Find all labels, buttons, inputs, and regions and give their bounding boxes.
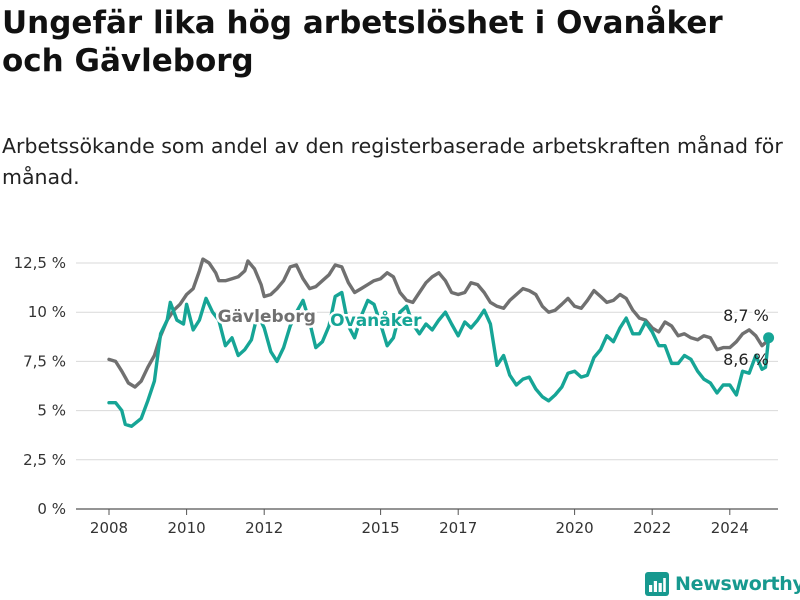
- y-tick-label: 12,5 %: [14, 254, 66, 272]
- y-tick-label: 10 %: [28, 303, 66, 321]
- x-tick-label: 2008: [90, 519, 128, 537]
- x-tick-label: 2017: [439, 519, 477, 537]
- brand-name: Newsworthy: [675, 573, 800, 595]
- y-tick-label: 2,5 %: [23, 451, 66, 469]
- ovanaker-end-marker: [763, 332, 775, 344]
- series-label: Gävleborg: [218, 307, 316, 327]
- bar-chart-logo-icon: [645, 572, 669, 596]
- x-tick-label: 2022: [633, 519, 671, 537]
- x-tick-label: 2024: [711, 519, 749, 537]
- series-line-gavleborg: [107, 257, 771, 389]
- x-tick-label: 2020: [556, 519, 594, 537]
- x-axis: 2008 2010 2012 2015 2017 2020 2022 2024: [90, 509, 749, 537]
- series-label: Ovanåker: [330, 309, 422, 331]
- y-tick-label: 5 %: [37, 402, 66, 420]
- ovanaker-end-value: 8,7 %: [723, 306, 769, 325]
- series-labels: Gävleborg Ovanåker 8,7 % 8,6 %: [215, 304, 775, 369]
- x-tick-label: 2015: [362, 519, 400, 537]
- series-line-ovanaker: [107, 290, 771, 428]
- x-tick-label: 2010: [168, 519, 206, 537]
- series-lines: [107, 257, 771, 428]
- x-tick-label: 2012: [245, 519, 283, 537]
- chart-title: Ungefär lika hög arbetslöshet i Ovanåker…: [2, 5, 723, 79]
- y-axis-tick-labels: 0 % 2,5 % 5 % 7,5 % 10 % 12,5 %: [14, 254, 66, 518]
- newsworthy-brand: Newsworthy: [645, 571, 800, 597]
- gavleborg-end-value: 8,6 %: [723, 350, 769, 369]
- chart-subtitle: Arbetssökande som andel av den registerb…: [2, 134, 783, 189]
- y-gridlines: [76, 262, 778, 510]
- y-tick-label: 7,5 %: [23, 352, 66, 370]
- y-tick-label: 0 %: [37, 500, 66, 518]
